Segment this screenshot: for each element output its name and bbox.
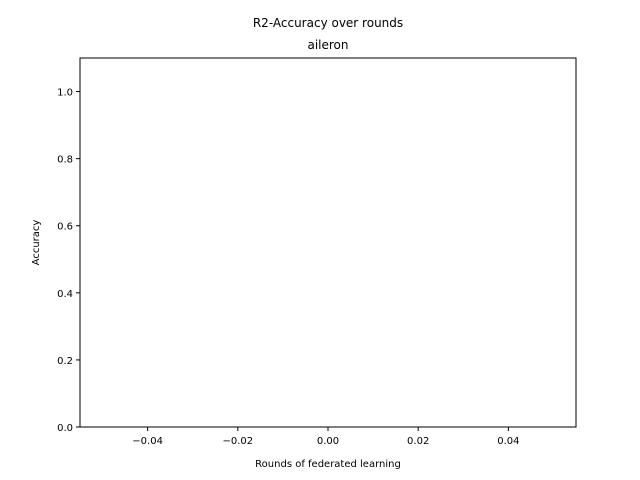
y-tick-label: 0.6 xyxy=(57,222,73,233)
y-tick-label: 0.2 xyxy=(57,356,73,367)
y-tick-label: 1.0 xyxy=(57,88,73,99)
x-tick-label: 0.02 xyxy=(407,436,429,447)
chart-subtitle: aileron xyxy=(307,38,348,52)
x-tick-label: −0.02 xyxy=(222,436,253,447)
y-axis-label: Accuracy xyxy=(31,220,42,266)
y-tick-label: 0.0 xyxy=(57,423,73,434)
y-tick-label: 0.4 xyxy=(57,289,73,300)
x-tick-label: −0.04 xyxy=(132,436,163,447)
chart-title: R2-Accuracy over rounds xyxy=(253,16,403,30)
x-axis-ticks: −0.04 −0.02 0.00 0.02 0.04 xyxy=(132,427,519,447)
x-axis-label: Rounds of federated learning xyxy=(255,459,401,470)
x-tick-label: 0.00 xyxy=(317,436,339,447)
y-axis-ticks: 0.0 0.2 0.4 0.6 0.8 1.0 xyxy=(57,88,80,434)
x-tick-label: 0.04 xyxy=(497,436,519,447)
y-tick-label: 0.8 xyxy=(57,155,73,166)
